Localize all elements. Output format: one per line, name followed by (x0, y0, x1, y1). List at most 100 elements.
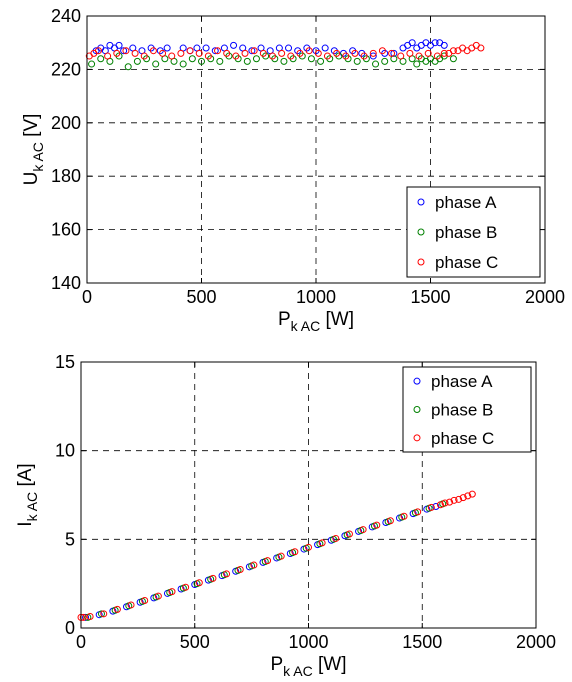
data-point (209, 574, 217, 582)
x-tick-label: 500 (180, 632, 210, 652)
legend-label: phase C (435, 253, 498, 272)
x-axis-label: Pk AC [W] (270, 654, 346, 679)
legend-marker (417, 228, 425, 236)
data-point (122, 47, 130, 55)
data-point (202, 44, 210, 52)
data-point (351, 49, 359, 57)
data-point (223, 570, 231, 578)
data-point (287, 52, 295, 60)
data-point (424, 49, 432, 57)
x-tick-label: 2000 (516, 632, 556, 652)
data-point (353, 57, 361, 65)
data-point (131, 49, 139, 57)
y-tick-label: 200 (51, 113, 81, 133)
data-point (79, 613, 87, 621)
data-point (373, 521, 381, 529)
y-axis-label: Ik AC [A] (15, 463, 40, 526)
data-point (400, 512, 408, 520)
data-point (296, 49, 304, 57)
data-point (431, 39, 439, 47)
y-tick-label: 140 (51, 273, 81, 293)
data-point (97, 55, 105, 63)
data-point (378, 47, 386, 55)
data-point (120, 47, 128, 55)
x-tick-label: 0 (76, 632, 86, 652)
data-point (133, 57, 141, 65)
x-tick-label: 2000 (525, 287, 565, 307)
data-point (450, 496, 458, 504)
y-tick-label: 10 (55, 441, 75, 461)
data-point (345, 530, 353, 538)
data-point (440, 49, 448, 57)
data-point (250, 561, 258, 569)
data-point (214, 47, 222, 55)
data-point (386, 517, 394, 525)
data-point (455, 495, 463, 503)
data-point (307, 55, 315, 63)
data-point (216, 57, 224, 65)
data-point (140, 52, 148, 60)
data-point (333, 49, 341, 57)
data-point (381, 57, 389, 65)
y-tick-label: 5 (65, 529, 75, 549)
legend: phase A phase B phase C (402, 366, 532, 453)
data-point (459, 494, 467, 502)
data-point (195, 49, 203, 57)
data-point (195, 579, 203, 587)
legend-marker (413, 406, 421, 413)
data-point (97, 610, 105, 618)
legend-box (402, 366, 532, 453)
data-point (168, 52, 176, 60)
series-phase-c (77, 490, 476, 621)
chart-2: 0 500 1000 1500 2000 0 5 10 15 Pk AC [W] Ik AC [A]… (15, 352, 556, 679)
data-point (113, 605, 121, 613)
data-point (177, 49, 185, 57)
data-point (436, 501, 444, 509)
data-point (186, 47, 194, 55)
data-point (449, 47, 457, 55)
data-point (232, 52, 240, 60)
data-point (285, 44, 293, 52)
y-tick-label: 15 (55, 352, 75, 372)
legend-label: phase A (431, 372, 493, 391)
legend-label: phase B (435, 223, 497, 242)
data-point (468, 490, 476, 498)
data-point (268, 52, 276, 60)
legend: phase A phase B phase C (406, 186, 541, 278)
data-point (332, 534, 340, 542)
data-point (359, 526, 367, 534)
data-point (204, 52, 212, 60)
data-point (415, 52, 423, 60)
legend-label: phase A (435, 193, 497, 212)
data-point (159, 49, 167, 57)
data-point (168, 588, 176, 596)
x-axis-label: Pk AC [W] (278, 309, 354, 334)
data-point (211, 47, 219, 55)
data-point (305, 47, 313, 55)
legend-marker (413, 377, 421, 385)
series-phase-c (85, 41, 485, 60)
data-point (321, 44, 329, 52)
data-point (230, 41, 238, 49)
data-point (342, 52, 350, 60)
y-tick-label: 240 (51, 6, 81, 26)
data-point (413, 60, 421, 68)
data-point (264, 557, 272, 565)
y-tick-label: 160 (51, 220, 81, 240)
legend-marker (417, 198, 425, 206)
data-point (127, 601, 135, 609)
data-point (388, 49, 396, 57)
data-point (179, 60, 187, 68)
data-point (432, 503, 440, 511)
data-point (446, 498, 454, 506)
y-axis-label: Uk AC [V] (21, 114, 46, 186)
data-point (115, 41, 123, 49)
data-point (323, 52, 331, 60)
data-point (141, 597, 149, 605)
legend-label: phase C (431, 429, 494, 448)
data-point (397, 52, 405, 60)
data-point (433, 52, 441, 60)
x-tick-label: 1000 (288, 632, 328, 652)
data-point (88, 60, 96, 68)
